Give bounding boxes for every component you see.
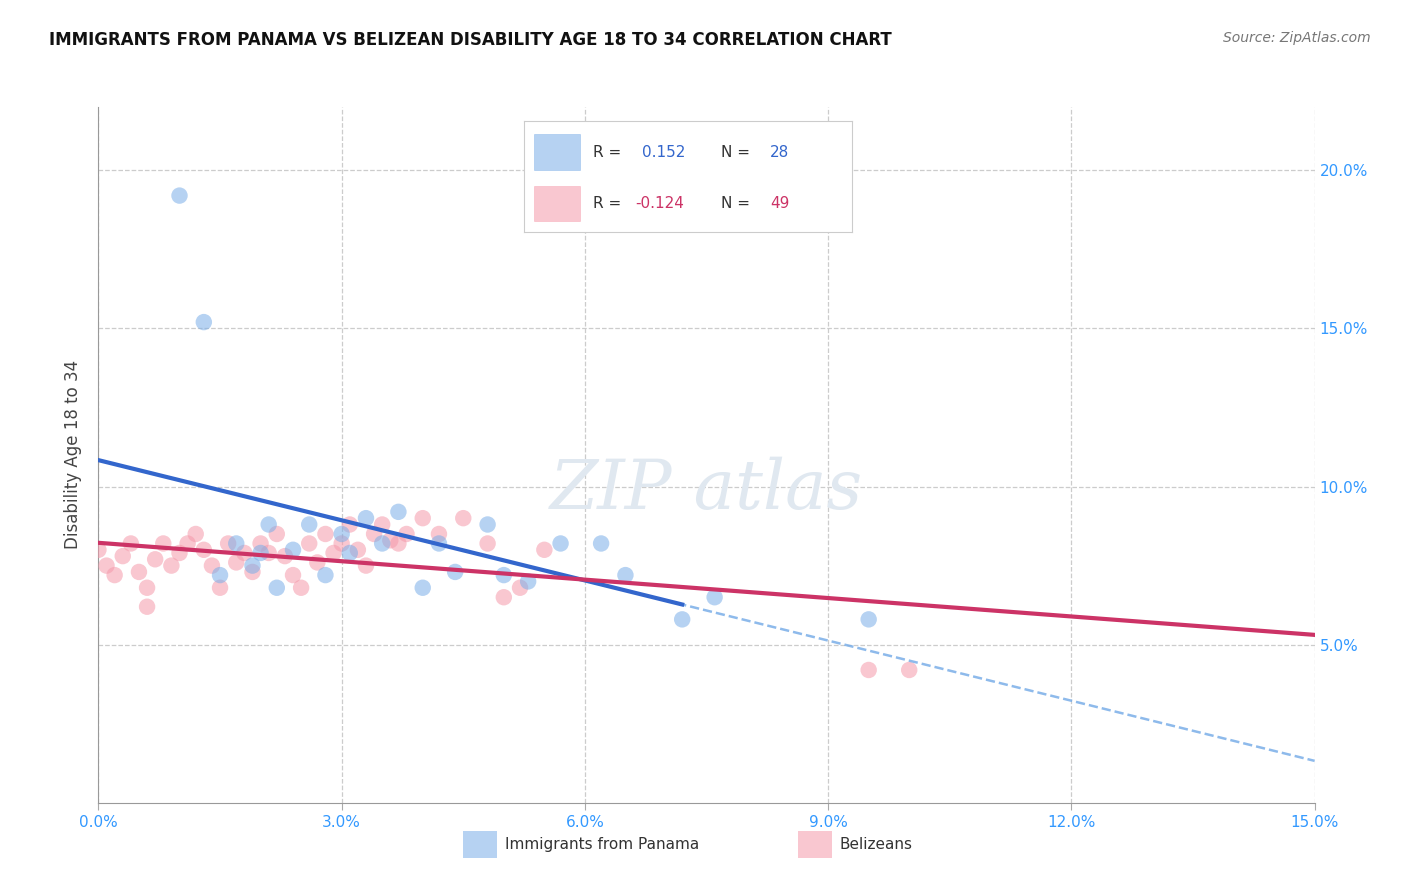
Point	[217, 536, 239, 550]
Point	[298, 536, 321, 550]
Point	[242, 558, 264, 573]
Text: IMMIGRANTS FROM PANAMA VS BELIZEAN DISABILITY AGE 18 TO 34 CORRELATION CHART: IMMIGRANTS FROM PANAMA VS BELIZEAN DISAB…	[49, 31, 891, 49]
Point	[193, 315, 215, 329]
Point	[427, 527, 450, 541]
Point	[249, 536, 271, 550]
FancyBboxPatch shape	[464, 830, 498, 858]
Point	[898, 663, 921, 677]
Point	[128, 565, 150, 579]
Point	[412, 581, 434, 595]
Point	[152, 536, 174, 550]
Point	[281, 568, 304, 582]
Point	[347, 542, 370, 557]
Point	[354, 558, 377, 573]
Text: Source: ZipAtlas.com: Source: ZipAtlas.com	[1223, 31, 1371, 45]
Point	[169, 546, 191, 560]
Point	[509, 581, 531, 595]
Point	[290, 581, 312, 595]
Point	[354, 511, 377, 525]
Point	[257, 546, 280, 560]
Text: ZIP atlas: ZIP atlas	[550, 457, 863, 523]
Point	[209, 568, 232, 582]
Point	[363, 527, 385, 541]
Point	[136, 599, 159, 614]
Point	[233, 546, 256, 560]
Point	[387, 505, 409, 519]
Point	[160, 558, 183, 573]
Point	[169, 188, 191, 202]
Point	[671, 612, 693, 626]
FancyBboxPatch shape	[797, 830, 832, 858]
Point	[225, 536, 247, 550]
Point	[703, 591, 725, 605]
Point	[371, 517, 394, 532]
Point	[249, 546, 271, 560]
Point	[136, 581, 159, 595]
Point	[492, 591, 515, 605]
Point	[176, 536, 198, 550]
Point	[330, 536, 353, 550]
Point	[339, 546, 361, 560]
Point	[517, 574, 540, 589]
Point	[266, 527, 288, 541]
Point	[395, 527, 418, 541]
Point	[330, 527, 353, 541]
Point	[387, 536, 409, 550]
Point	[412, 511, 434, 525]
Point	[314, 527, 336, 541]
Point	[274, 549, 297, 563]
Point	[87, 542, 110, 557]
Point	[201, 558, 224, 573]
Y-axis label: Disability Age 18 to 34: Disability Age 18 to 34	[65, 360, 83, 549]
Point	[322, 546, 344, 560]
Point	[266, 581, 288, 595]
Point	[380, 533, 402, 548]
Point	[427, 536, 450, 550]
Text: Belizeans: Belizeans	[839, 837, 912, 852]
Point	[591, 536, 613, 550]
Point	[242, 565, 264, 579]
Point	[298, 517, 321, 532]
Point	[96, 558, 118, 573]
Point	[307, 556, 329, 570]
Point	[614, 568, 637, 582]
Point	[104, 568, 127, 582]
Point	[371, 536, 394, 550]
Point	[492, 568, 515, 582]
Point	[858, 663, 880, 677]
Point	[453, 511, 475, 525]
Point	[477, 536, 499, 550]
Point	[120, 536, 142, 550]
Text: Immigrants from Panama: Immigrants from Panama	[505, 837, 699, 852]
Point	[314, 568, 336, 582]
Point	[209, 581, 232, 595]
Point	[281, 542, 304, 557]
Point	[550, 536, 572, 550]
Point	[477, 517, 499, 532]
Point	[225, 556, 247, 570]
Point	[257, 517, 280, 532]
Point	[533, 542, 555, 557]
Point	[339, 517, 361, 532]
Point	[184, 527, 207, 541]
Point	[858, 612, 880, 626]
Point	[193, 542, 215, 557]
Point	[111, 549, 134, 563]
Point	[143, 552, 166, 566]
Point	[444, 565, 467, 579]
